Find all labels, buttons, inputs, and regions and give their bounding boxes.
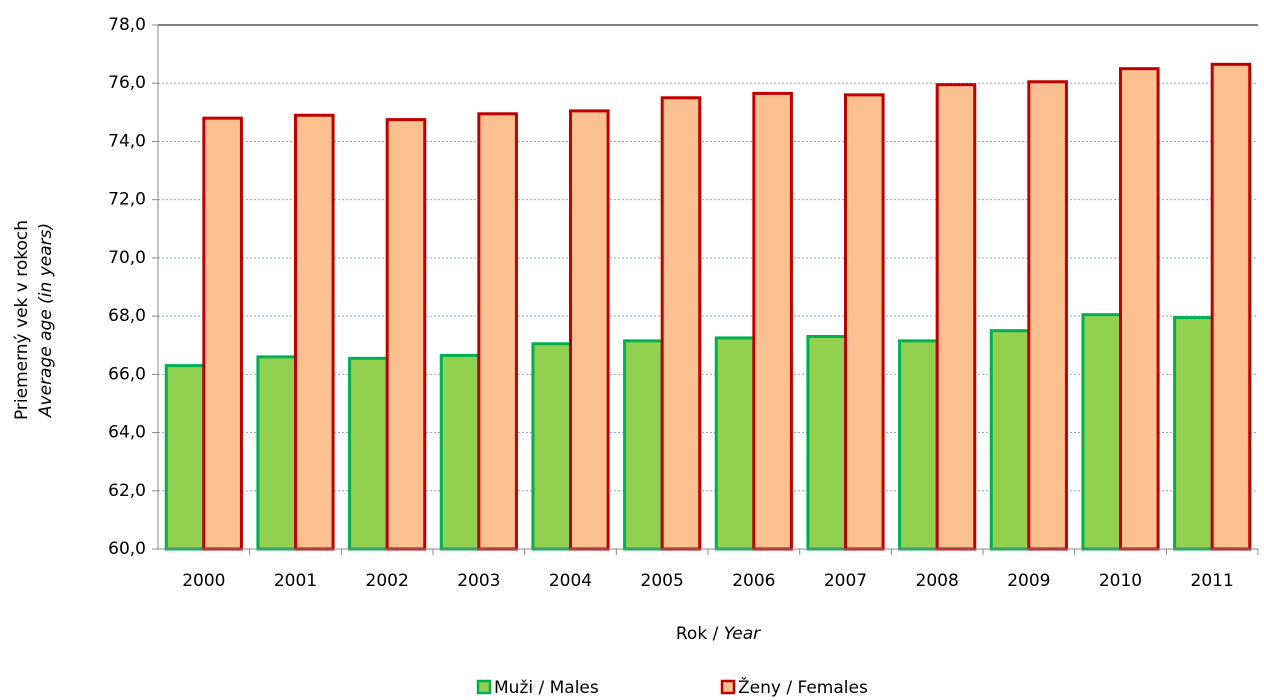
bar	[660, 96, 702, 551]
legend-swatch	[476, 679, 492, 695]
y-tick-label: 68,0	[108, 306, 146, 326]
y-tick-label: 62,0	[108, 481, 146, 501]
y-tick-label: 60,0	[108, 539, 146, 559]
bar	[898, 339, 939, 551]
y-axis-label: Average age (in years)	[36, 223, 56, 418]
bar	[844, 93, 885, 551]
y-tick-label: 64,0	[108, 423, 146, 443]
bar	[1173, 316, 1214, 551]
bar	[752, 91, 793, 551]
bar	[202, 116, 243, 551]
bar	[385, 118, 427, 551]
x-axis-label: Rok / Year	[676, 624, 761, 644]
y-tick-label: 78,0	[108, 15, 146, 35]
x-tick-label: 2011	[1191, 571, 1234, 591]
bar	[569, 109, 610, 551]
y-tick-label: 70,0	[108, 248, 146, 268]
x-tick-label: 2004	[549, 571, 592, 591]
bar	[1081, 313, 1122, 551]
y-tick-label: 66,0	[108, 364, 146, 384]
x-tick-label: 2006	[732, 571, 775, 591]
x-tick-label: 2000	[182, 571, 225, 591]
bar	[935, 83, 977, 551]
bar	[989, 329, 1031, 551]
bar	[294, 113, 335, 551]
legend-label: Ženy / Females	[738, 676, 868, 698]
x-tick-label: 2001	[274, 571, 317, 591]
x-axis-label-part: Year	[724, 624, 761, 644]
x-tick-label: 2009	[1007, 571, 1050, 591]
bar	[531, 342, 573, 551]
bar	[348, 356, 389, 551]
bar	[806, 334, 848, 551]
bar	[1027, 80, 1068, 551]
x-tick-label: 2007	[824, 571, 867, 591]
bar	[1119, 67, 1160, 551]
x-tick-label: 2005	[641, 571, 684, 591]
bar	[1210, 62, 1252, 551]
x-tick-label: 2003	[457, 571, 500, 591]
y-tick-label: 72,0	[108, 190, 146, 210]
legend-label: Muži / Males	[494, 678, 599, 698]
x-tick-label: 2002	[366, 571, 409, 591]
y-axis-label: Priemerný vek v rokoch	[12, 220, 32, 420]
bar	[256, 355, 297, 551]
legend-swatch	[720, 679, 736, 695]
y-tick-label: 74,0	[108, 131, 146, 151]
bar	[439, 353, 481, 551]
bar	[714, 336, 756, 551]
x-tick-label: 2008	[916, 571, 959, 591]
bar	[477, 112, 518, 551]
x-tick-label: 2010	[1099, 571, 1142, 591]
x-axis-label-part: Rok /	[676, 624, 719, 644]
y-tick-label: 76,0	[108, 73, 146, 93]
bar	[164, 364, 206, 551]
bar	[623, 339, 664, 551]
